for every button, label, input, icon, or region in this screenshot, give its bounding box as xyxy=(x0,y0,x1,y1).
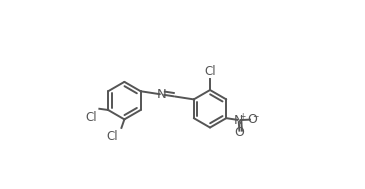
Text: Cl: Cl xyxy=(107,130,118,143)
Text: Cl: Cl xyxy=(204,65,216,78)
Text: O: O xyxy=(247,113,257,126)
Text: Cl: Cl xyxy=(85,111,96,124)
Text: N: N xyxy=(157,88,167,101)
Text: +: + xyxy=(239,112,246,121)
Text: O: O xyxy=(234,126,244,139)
Text: N: N xyxy=(234,114,243,126)
Text: −: − xyxy=(253,112,259,121)
